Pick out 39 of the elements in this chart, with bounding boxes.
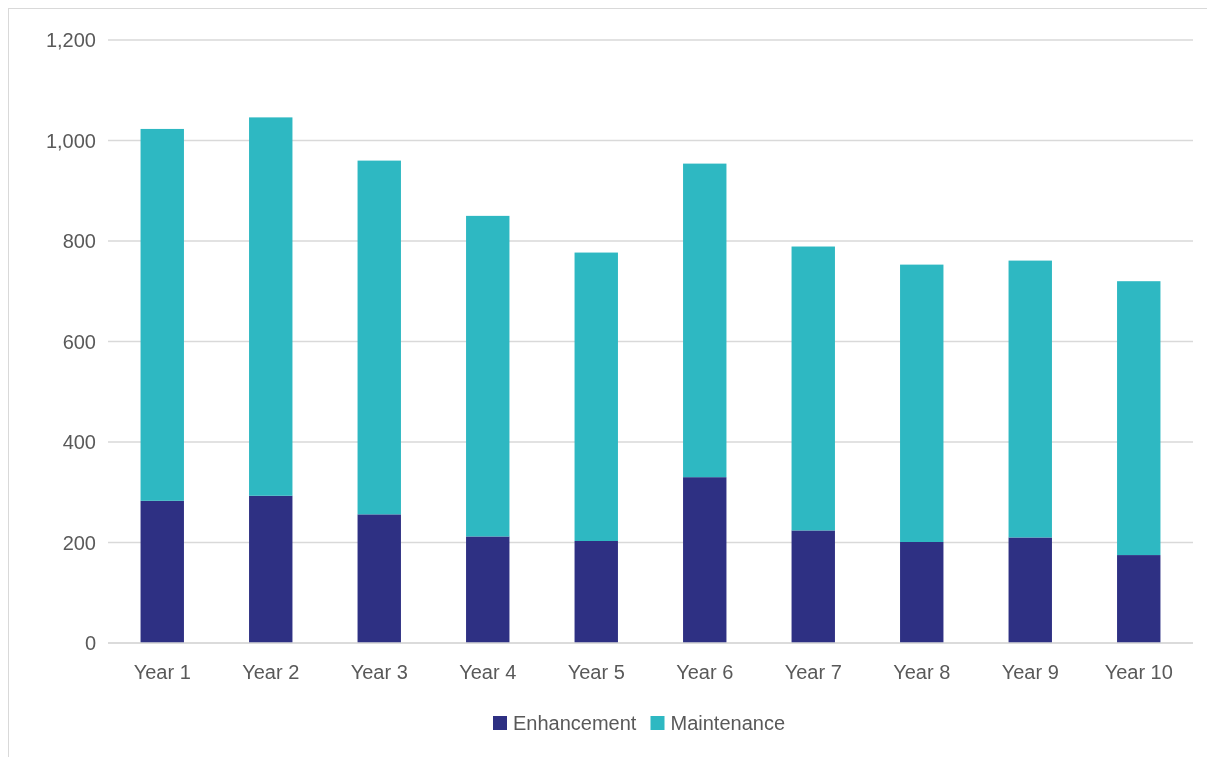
y-tick-label: 400 <box>62 431 96 453</box>
bar <box>900 264 944 542</box>
x-tick-label: Year 9 <box>1001 661 1059 683</box>
bar <box>466 215 510 537</box>
bar <box>1008 537 1052 643</box>
bar <box>249 495 293 643</box>
bar <box>357 514 401 643</box>
bar <box>140 500 184 643</box>
bar <box>140 128 184 501</box>
y-tick-label: 0 <box>84 632 96 654</box>
x-tick-label: Year 5 <box>567 661 625 683</box>
x-tick-label: Year 3 <box>350 661 408 683</box>
bar <box>357 160 401 515</box>
x-tick-label: Year 8 <box>893 661 951 683</box>
x-tick-label: Year 1 <box>133 661 191 683</box>
bar <box>791 246 835 531</box>
y-tick-label: 200 <box>62 531 96 554</box>
bar <box>1008 260 1052 538</box>
bar <box>249 117 293 496</box>
bar <box>574 540 618 643</box>
bar <box>900 542 944 643</box>
x-tick-label: Year 7 <box>784 661 842 683</box>
y-tick-label: 600 <box>62 330 96 353</box>
legend-label: Maintenance <box>670 712 786 734</box>
legend-label: Enhancement <box>513 712 637 734</box>
bar <box>683 477 727 643</box>
x-tick-label: Year 4 <box>459 661 517 683</box>
y-tick-label: 1,000 <box>45 129 96 152</box>
x-tick-label: Year 10 <box>1104 661 1173 683</box>
x-tick-label: Year 6 <box>676 661 734 683</box>
x-tick-label: Year 2 <box>242 661 300 683</box>
y-tick-label: 1,200 <box>45 29 96 51</box>
bar <box>1117 555 1161 643</box>
bar <box>574 252 618 541</box>
bar <box>791 530 835 643</box>
y-tick-label: 800 <box>62 230 96 252</box>
bar <box>1117 281 1161 556</box>
bar <box>683 163 727 478</box>
bar <box>466 536 510 643</box>
